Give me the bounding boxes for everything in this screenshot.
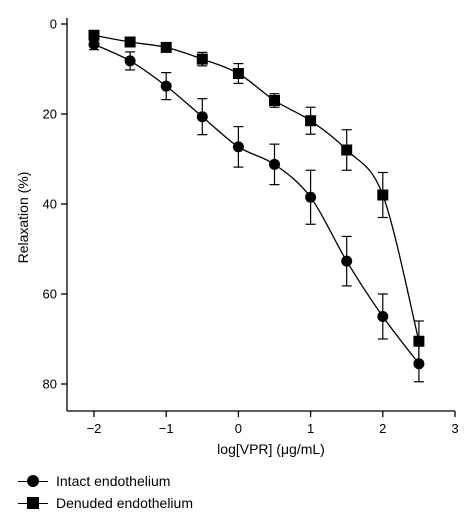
data-point-intact	[196, 111, 208, 123]
y-tick-label: 40	[43, 197, 57, 212]
legend-item-denuded: Denuded endothelium	[18, 492, 193, 514]
legend-label-intact: Intact endothelium	[56, 473, 171, 489]
legend: Intact endothelium Denuded endothelium	[18, 470, 193, 514]
data-point-intact	[305, 191, 317, 203]
data-point-intact	[269, 158, 280, 170]
y-tick-label: 80	[43, 377, 57, 392]
fit-curves	[93, 34, 420, 365]
fit-curve-intact	[93, 43, 420, 365]
data-points	[88, 29, 425, 370]
y-tick-label: 60	[43, 287, 57, 302]
x-tick-label: −1	[159, 421, 174, 436]
data-point-denuded	[88, 29, 100, 41]
legend-item-intact: Intact endothelium	[18, 470, 193, 492]
data-point-denuded	[196, 53, 208, 65]
data-point-intact	[88, 38, 100, 50]
data-point-denuded	[124, 36, 136, 48]
data-point-denuded	[160, 41, 172, 53]
axes: 0 20 40 60 80 −2 −1 0 1 2 3	[43, 17, 459, 437]
x-tick-label: −2	[87, 421, 102, 436]
y-ticks: 0 20 40 60 80	[43, 17, 67, 392]
data-point-denuded	[269, 95, 280, 106]
legend-line-intact	[18, 474, 48, 487]
y-tick-label: 20	[43, 107, 57, 122]
fit-curve-denuded	[93, 34, 420, 342]
data-point-intact	[160, 80, 172, 92]
data-point-denuded	[377, 189, 389, 201]
x-tick-label: 1	[307, 421, 314, 436]
square-marker-icon	[27, 496, 39, 509]
x-tick-label: 3	[451, 421, 458, 436]
y-tick-label: 0	[50, 17, 57, 32]
x-tick-label: 2	[379, 421, 386, 436]
data-point-intact	[413, 358, 425, 370]
data-point-intact	[232, 141, 244, 153]
data-point-intact	[377, 311, 389, 322]
data-point-denuded	[341, 144, 353, 156]
legend-label-denuded: Denuded endothelium	[56, 495, 193, 511]
data-point-intact	[124, 55, 136, 67]
error-bars	[89, 30, 424, 383]
x-axis-label: log[VPR] (μg/mL)	[217, 441, 325, 457]
x-tick-label: 0	[235, 421, 242, 436]
legend-line-denuded	[18, 496, 48, 509]
data-point-denuded	[232, 68, 244, 79]
data-point-denuded	[305, 115, 317, 127]
chart: 0 20 40 60 80 −2 −1 0 1 2 3 log[VPR] (μg/mL) Rela…	[15, 17, 459, 458]
x-ticks: −2 −1 0 1 2 3	[87, 411, 459, 436]
data-point-denuded	[413, 335, 425, 347]
circle-marker-icon	[27, 474, 39, 487]
y-axis-label: Relaxation (%)	[15, 172, 31, 264]
data-point-intact	[341, 255, 353, 267]
